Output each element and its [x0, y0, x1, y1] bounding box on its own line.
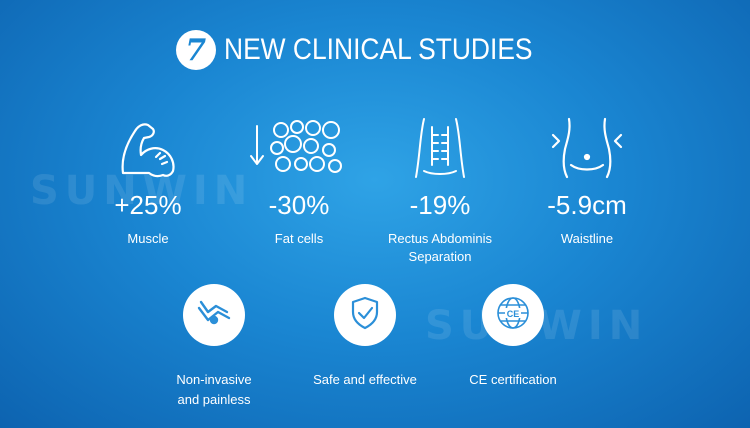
stat-label-line: Rectus Abdominis: [387, 231, 493, 246]
page-title: NEW CLINICAL STUDIES: [223, 33, 533, 66]
feature-label-line: and painless: [177, 392, 251, 407]
stat-label: Rectus Abdominis Separation: [365, 230, 515, 266]
stat-label: Fat cells: [274, 231, 324, 246]
fat-cells-icon: [224, 112, 374, 184]
feature-non-invasive: Non-invasive and painless: [129, 284, 299, 410]
stat-label: Muscle: [127, 231, 169, 246]
header: 7 NEW CLINICAL STUDIES: [0, 28, 750, 72]
ce-globe-icon: CE: [495, 295, 531, 336]
stat-label: Waistline: [560, 231, 614, 246]
abdomen-icon: [365, 112, 515, 184]
stat-waistline: -5.9cm Waistline: [512, 112, 662, 248]
stat-rectus-abdominis: -19% Rectus Abdominis Separation: [365, 112, 515, 266]
feature-icon-circle: [183, 284, 245, 346]
number-badge: 7: [175, 30, 216, 70]
stat-fat-cells: -30% Fat cells: [224, 112, 374, 248]
stat-muscle: +25% Muscle: [73, 112, 223, 248]
feature-label: Non-invasive and painless: [129, 370, 299, 410]
stat-value: -5.9cm: [547, 190, 627, 220]
feature-icon-circle: [334, 284, 396, 346]
stat-value: +25%: [114, 190, 182, 220]
muscle-arm-icon: [73, 112, 223, 184]
waist-icon: [512, 112, 662, 184]
stat-value: -30%: [268, 190, 330, 220]
feature-ce-certification: CE CE certification: [428, 284, 598, 390]
shield-check-icon: [350, 296, 380, 335]
feature-icon-circle: CE: [482, 284, 544, 346]
feature-label: Safe and effective: [313, 372, 417, 387]
watermark: SUNWIN: [30, 168, 254, 214]
stat-label-line: Separation: [408, 249, 472, 264]
feature-label: CE certification: [469, 372, 557, 387]
feature-safe-effective: Safe and effective: [280, 284, 450, 390]
ce-mark: CE: [507, 309, 520, 319]
body-contour-icon: [196, 298, 232, 333]
feature-label-line: Non-invasive: [176, 372, 252, 387]
stat-value: -19%: [409, 190, 471, 220]
